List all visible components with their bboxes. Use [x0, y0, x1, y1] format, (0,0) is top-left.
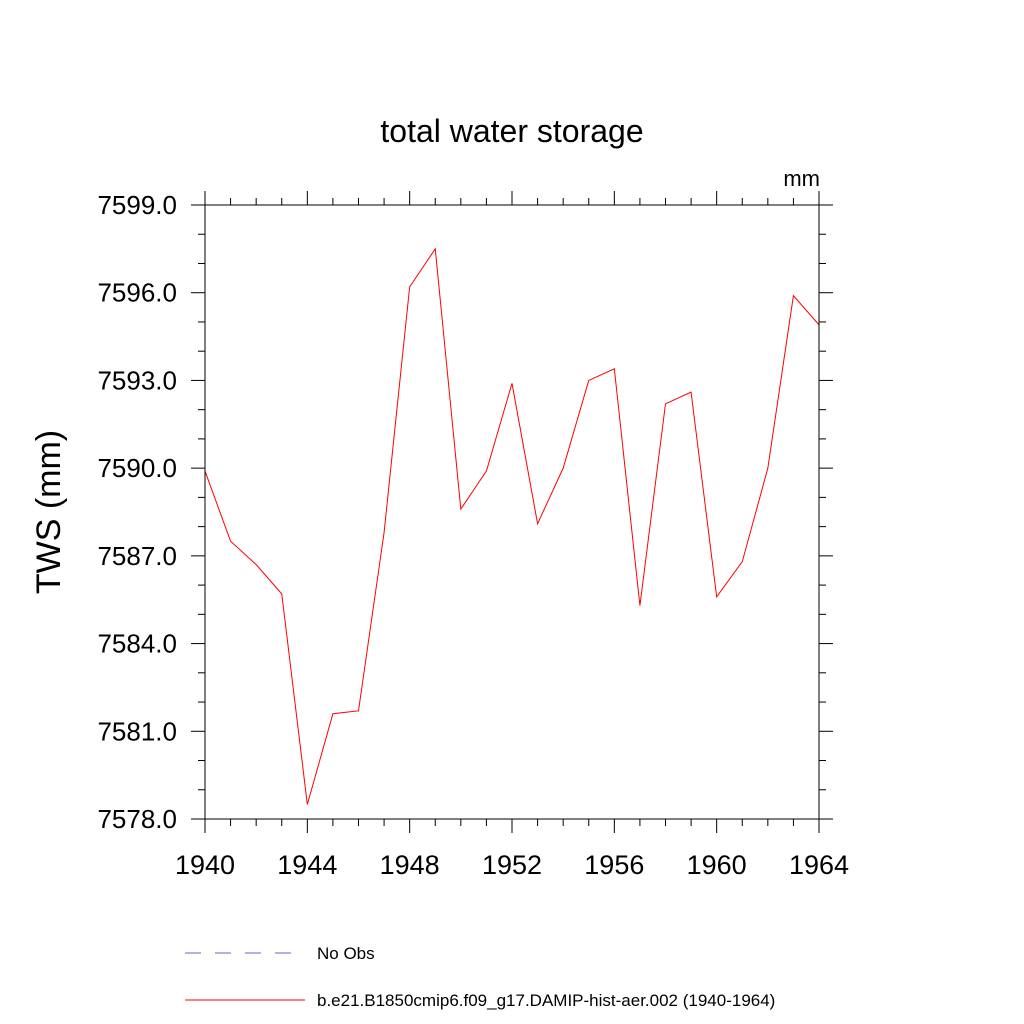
- y-axis-label: TWS (mm): [30, 430, 68, 594]
- x-tick-label: 1948: [380, 850, 440, 880]
- plot-frame: [204, 204, 820, 820]
- series-line-0: [204, 247, 820, 805]
- y-tick-label: 7584.0: [97, 629, 177, 659]
- legend-label-no-obs: No Obs: [317, 944, 375, 963]
- x-tick-label: 1956: [584, 850, 644, 880]
- x-tick-label: 1964: [789, 850, 849, 880]
- axis-ticks: [191, 191, 833, 833]
- y-tick-label: 7593.0: [97, 365, 177, 395]
- chart-title: total water storage: [380, 113, 643, 149]
- x-tick-label: 1952: [482, 850, 542, 880]
- y-tick-label: 7590.0: [97, 453, 177, 483]
- x-tick-labels: 1940 1944 1948 1952 1956 1960 1964: [175, 850, 849, 880]
- units-label: mm: [783, 166, 820, 191]
- y-tick-label: 7581.0: [97, 716, 177, 746]
- legend: No Obs b.e21.B1850cmip6.f09_g17.DAMIP-hi…: [185, 944, 775, 1010]
- y-tick-label: 7578.0: [97, 804, 177, 834]
- series-layer: [204, 247, 820, 805]
- x-tick-label: 1960: [687, 850, 747, 880]
- y-tick-label: 7587.0: [97, 541, 177, 571]
- y-tick-label: 7596.0: [97, 278, 177, 308]
- y-tick-label: 7599.0: [97, 190, 177, 220]
- legend-label-model: b.e21.B1850cmip6.f09_g17.DAMIP-hist-aer.…: [317, 991, 775, 1010]
- x-tick-label: 1944: [277, 850, 337, 880]
- y-tick-labels: 7578.0 7581.0 7584.0 7587.0 7590.0 7593.0 7596…: [97, 190, 177, 834]
- x-tick-label: 1940: [175, 850, 235, 880]
